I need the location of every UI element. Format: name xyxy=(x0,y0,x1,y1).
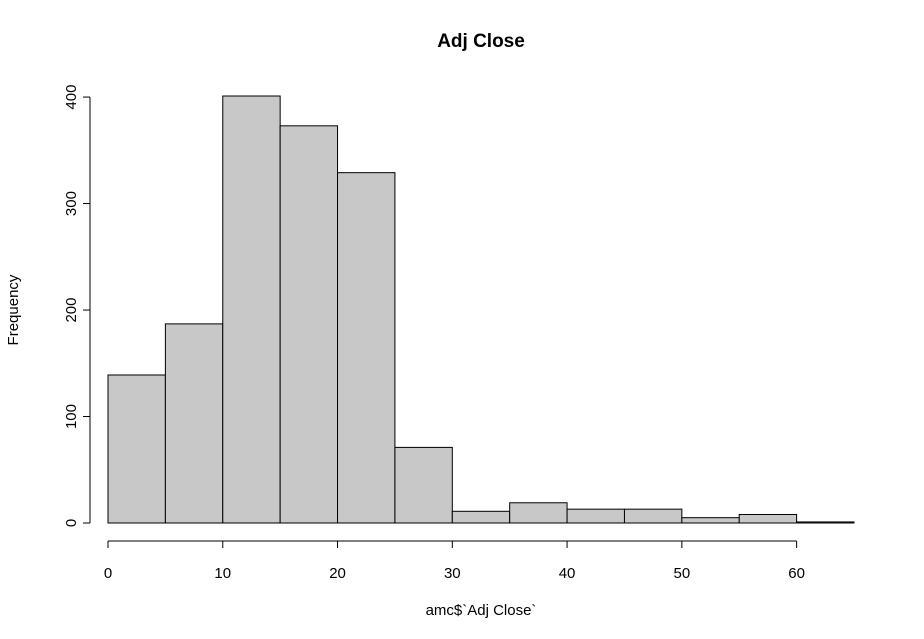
x-axis-label: amc$`Adj Close` xyxy=(426,602,537,619)
y-tick-label: 0 xyxy=(63,519,80,527)
histogram-bar xyxy=(394,446,453,524)
histogram-bar xyxy=(337,172,396,524)
histogram-bar xyxy=(796,521,855,524)
y-tick-label: 100 xyxy=(63,404,80,429)
chart-title: Adj Close xyxy=(437,31,525,52)
y-axis: 0 100 200 300 400 xyxy=(63,85,91,527)
x-tick-label: 60 xyxy=(788,565,805,582)
histogram-bar xyxy=(222,95,281,524)
x-tick-label: 0 xyxy=(104,565,112,582)
x-axis: 0 10 20 30 40 50 60 xyxy=(104,540,805,582)
histogram-bar xyxy=(107,374,166,524)
x-tick-label: 40 xyxy=(559,565,576,582)
x-tick-label: 50 xyxy=(674,565,691,582)
x-tick-label: 30 xyxy=(444,565,461,582)
y-tick-label: 400 xyxy=(63,85,80,110)
y-tick-label: 300 xyxy=(63,191,80,216)
histogram-bar xyxy=(164,323,224,524)
histogram-bar xyxy=(738,513,798,524)
histogram-bars xyxy=(107,95,855,524)
histogram-bar xyxy=(623,508,683,524)
y-axis-label: Frequency xyxy=(5,274,22,345)
y-tick-label: 200 xyxy=(63,298,80,323)
x-tick-label: 10 xyxy=(214,565,231,582)
histogram-bar xyxy=(681,517,740,524)
histogram-bar xyxy=(279,125,339,524)
histogram-bar xyxy=(451,510,511,524)
histogram-bar xyxy=(566,508,625,524)
x-tick-label: 20 xyxy=(329,565,346,582)
histogram-bar xyxy=(509,502,568,524)
